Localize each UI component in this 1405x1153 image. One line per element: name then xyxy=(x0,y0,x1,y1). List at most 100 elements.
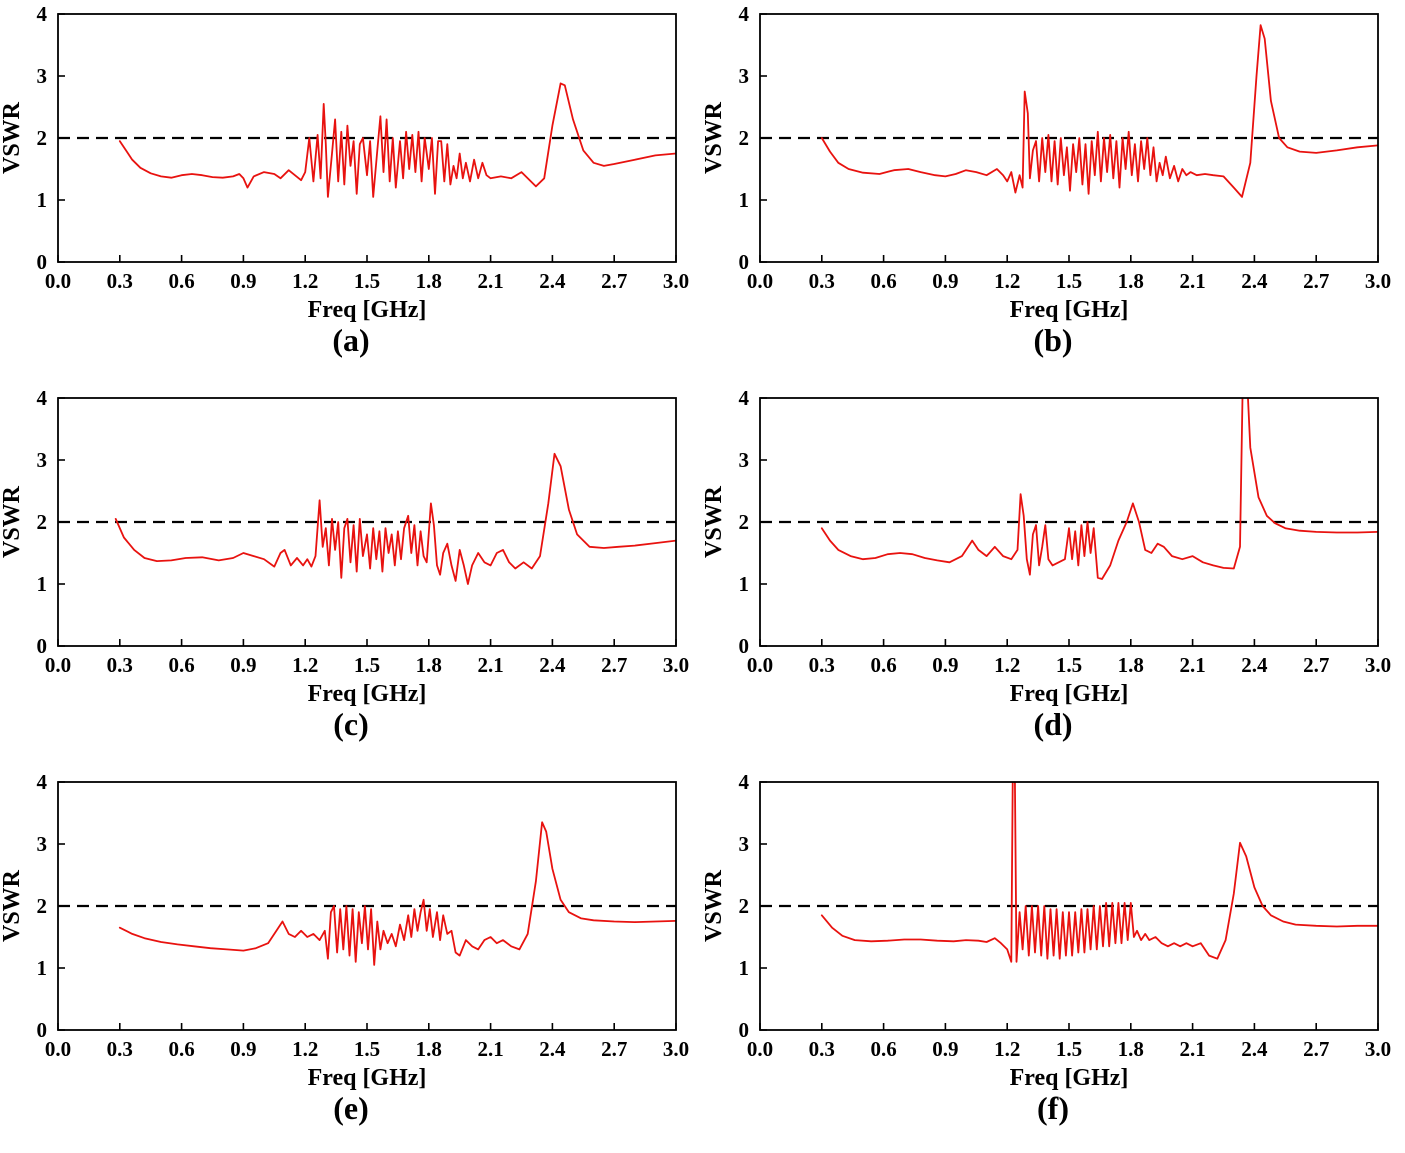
y-axis-label: VSWR xyxy=(702,869,727,942)
vswr-curve xyxy=(820,398,1378,580)
y-tick-label: 3 xyxy=(37,832,48,856)
vswr-plot-b: 0.0 0.3 0.6 0.9 1.2 1.5 1.8 2.1 2.4 2.7 3.0 0 1 2 3 4 Fr… xyxy=(702,0,1404,322)
x-tick-label: 2.7 xyxy=(601,269,627,293)
vswr-curve xyxy=(118,821,676,966)
y-tick-label: 1 xyxy=(37,572,48,596)
y-tick-label: 2 xyxy=(37,126,48,150)
x-tick-label: 0.3 xyxy=(809,1037,835,1061)
x-tick-label: 0.9 xyxy=(932,1037,958,1061)
x-tick-label: 1.2 xyxy=(994,653,1020,677)
x-tick-label: 0.9 xyxy=(932,269,958,293)
y-tick-label: 2 xyxy=(739,126,750,150)
x-tick-label: 1.5 xyxy=(354,653,380,677)
panel-label-f: (f) xyxy=(1037,1090,1069,1126)
y-tick-label: 1 xyxy=(739,188,750,212)
x-tick-label: 0.3 xyxy=(809,653,835,677)
y-tick-label: 3 xyxy=(739,64,750,88)
x-tick-label: 3.0 xyxy=(1365,653,1391,677)
y-tick-label: 3 xyxy=(739,448,750,472)
plot-frame xyxy=(759,13,1379,263)
chart-panel-b: 0.0 0.3 0.6 0.9 1.2 1.5 1.8 2.1 2.4 2.7 3.0 0 1 2 3 4 Fr… xyxy=(702,0,1404,384)
x-tick-label: 2.7 xyxy=(1303,269,1329,293)
panel-label-c: (c) xyxy=(333,706,369,742)
x-axis-label: Freq [GHz] xyxy=(1010,297,1129,322)
plot-frame xyxy=(57,781,677,1031)
y-tick-label: 0 xyxy=(739,634,750,658)
vswr-curve xyxy=(820,782,1378,963)
x-tick-label: 2.7 xyxy=(1303,1037,1329,1061)
x-tick-label: 1.2 xyxy=(292,1037,318,1061)
x-tick-label: 2.4 xyxy=(1241,653,1268,677)
y-tick-label: 2 xyxy=(739,894,750,918)
chart-panel-c: 0.0 0.3 0.6 0.9 1.2 1.5 1.8 2.1 2.4 2.7 3.0 0 1 2 3 4 Fr… xyxy=(0,384,702,768)
x-tick-label: 2.1 xyxy=(1179,269,1205,293)
panel-label-d: (d) xyxy=(1033,706,1073,742)
x-tick-label: 1.8 xyxy=(416,1037,442,1061)
chart-panel-e: 0.0 0.3 0.6 0.9 1.2 1.5 1.8 2.1 2.4 2.7 3.0 0 1 2 3 4 Fr… xyxy=(0,768,702,1152)
vswr-plot-a: 0.0 0.3 0.6 0.9 1.2 1.5 1.8 2.1 2.4 2.7 3.0 0 1 2 3 4 Fr… xyxy=(0,0,702,322)
x-tick-label: 1.8 xyxy=(1118,653,1144,677)
x-tick-label: 1.5 xyxy=(354,1037,380,1061)
x-tick-label: 2.4 xyxy=(539,269,566,293)
x-tick-label: 0.9 xyxy=(932,653,958,677)
y-axis-label: VSWR xyxy=(0,101,25,174)
x-tick-label: 1.2 xyxy=(292,269,318,293)
x-tick-label: 0.6 xyxy=(870,269,896,293)
panel-label-e: (e) xyxy=(333,1090,369,1126)
y-tick-label: 3 xyxy=(37,448,48,472)
y-tick-label: 4 xyxy=(37,386,48,410)
x-tick-label: 2.7 xyxy=(1303,653,1329,677)
chart-panel-f: 0.0 0.3 0.6 0.9 1.2 1.5 1.8 2.1 2.4 2.7 3.0 0 1 2 3 4 Fr… xyxy=(702,768,1404,1152)
x-tick-label: 1.5 xyxy=(1056,653,1082,677)
vswr-chart-svg: 0.0 0.3 0.6 0.9 1.2 1.5 1.8 2.1 2.4 2.7 3.0 0 1 2 3 4 Fr… xyxy=(0,386,689,706)
x-tick-label: 1.2 xyxy=(994,1037,1020,1061)
y-tick-label: 1 xyxy=(37,188,48,212)
x-tick-label: 1.5 xyxy=(354,269,380,293)
x-tick-label: 2.4 xyxy=(539,653,566,677)
plot-frame xyxy=(57,397,677,647)
y-tick-label: 2 xyxy=(37,894,48,918)
x-tick-label: 0.6 xyxy=(168,653,194,677)
y-axis-label: VSWR xyxy=(0,485,25,558)
x-tick-label: 0.9 xyxy=(230,1037,256,1061)
y-tick-label: 0 xyxy=(739,250,750,274)
x-tick-label: 1.8 xyxy=(1118,1037,1144,1061)
x-tick-label: 2.4 xyxy=(539,1037,566,1061)
x-tick-label: 0.3 xyxy=(107,653,133,677)
x-tick-label: 1.5 xyxy=(1056,269,1082,293)
x-tick-label: 0.3 xyxy=(809,269,835,293)
plot-frame xyxy=(759,397,1379,647)
y-tick-label: 4 xyxy=(37,770,48,794)
x-tick-label: 2.1 xyxy=(1179,1037,1205,1061)
y-tick-label: 3 xyxy=(739,832,750,856)
x-tick-label: 0.0 xyxy=(45,269,71,293)
x-tick-label: 0.6 xyxy=(168,1037,194,1061)
y-tick-label: 0 xyxy=(739,1018,750,1042)
vswr-plot-c: 0.0 0.3 0.6 0.9 1.2 1.5 1.8 2.1 2.4 2.7 3.0 0 1 2 3 4 Fr… xyxy=(0,384,702,706)
x-tick-label: 0.0 xyxy=(747,269,773,293)
x-tick-label: 1.5 xyxy=(1056,1037,1082,1061)
x-axis-label: Freq [GHz] xyxy=(1010,1065,1129,1090)
x-tick-label: 0.6 xyxy=(870,1037,896,1061)
x-tick-label: 2.7 xyxy=(601,1037,627,1061)
y-tick-label: 2 xyxy=(739,510,750,534)
x-tick-label: 0.6 xyxy=(870,653,896,677)
x-tick-label: 2.1 xyxy=(1179,653,1205,677)
panel-label-a: (a) xyxy=(332,322,370,358)
x-axis-label: Freq [GHz] xyxy=(308,1065,427,1090)
vswr-curve xyxy=(820,24,1378,198)
x-tick-label: 0.0 xyxy=(45,1037,71,1061)
x-tick-label: 0.9 xyxy=(230,653,256,677)
vswr-curve xyxy=(114,452,676,585)
y-tick-label: 4 xyxy=(739,386,750,410)
y-axis-label: VSWR xyxy=(702,101,727,174)
x-tick-label: 2.1 xyxy=(477,1037,503,1061)
x-tick-label: 0.3 xyxy=(107,269,133,293)
y-tick-label: 4 xyxy=(739,2,750,26)
x-axis-label: Freq [GHz] xyxy=(1010,681,1129,706)
x-tick-label: 1.8 xyxy=(1118,269,1144,293)
x-tick-label: 1.2 xyxy=(292,653,318,677)
y-tick-label: 1 xyxy=(739,956,750,980)
x-tick-label: 0.0 xyxy=(747,1037,773,1061)
